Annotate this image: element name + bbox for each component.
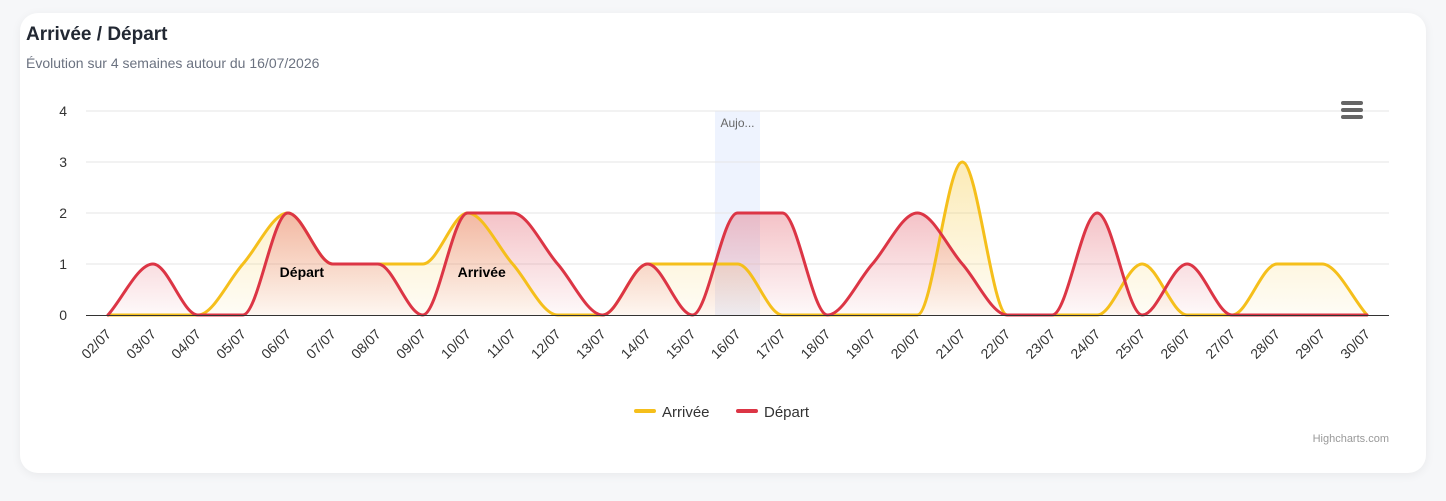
x-tick-label: 10/07 [438,326,474,362]
data-point-arrivee[interactable] [1138,260,1146,268]
data-point-arrivee[interactable] [958,158,966,166]
x-tick-label: 28/07 [1247,326,1283,362]
x-tick-label: 12/07 [528,326,564,362]
data-point-arrivee[interactable] [419,260,427,268]
data-point-depart[interactable] [1183,260,1191,268]
data-point-depart[interactable] [329,260,337,268]
y-tick-label: 3 [59,154,67,170]
x-tick-label: 18/07 [797,326,833,362]
annotation-label: Départ [280,264,325,280]
legend-label: Départ [764,404,810,421]
x-tick-label: 25/07 [1112,326,1148,362]
legend-item-depart[interactable]: Départ [736,404,810,421]
annotation-label: Arrivée [458,264,506,280]
data-point-depart[interactable] [464,209,472,217]
legend-item-arrivee[interactable]: Arrivée [634,404,710,421]
x-tick-label: 07/07 [303,326,339,362]
x-tick-label: 19/07 [842,326,878,362]
x-tick-label: 02/07 [78,326,114,362]
x-tick-label: 27/07 [1202,326,1238,362]
x-tick-label: 26/07 [1157,326,1193,362]
data-point-arrivee[interactable] [689,260,697,268]
x-tick-label: 24/07 [1067,326,1103,362]
x-tick-label: 03/07 [123,326,159,362]
x-tick-label: 04/07 [168,326,204,362]
data-point-depart[interactable] [778,209,786,217]
chart-title: Arrivée / Départ [26,24,168,45]
data-point-arrivee[interactable] [734,260,742,268]
data-point-arrivee[interactable] [1273,260,1281,268]
data-point-arrivee[interactable] [509,260,517,268]
chart-subtitle: Évolution sur 4 semaines autour du 16/07… [26,55,320,71]
x-tick-label: 13/07 [573,326,609,362]
x-tick-label: 15/07 [663,326,699,362]
data-point-arrivee[interactable] [1318,260,1326,268]
data-point-depart[interactable] [644,260,652,268]
x-tick-label: 22/07 [977,326,1013,362]
data-point-depart[interactable] [374,260,382,268]
data-point-arrivee[interactable] [239,260,247,268]
x-tick-label: 23/07 [1022,326,1058,362]
x-tick-label: 21/07 [932,326,968,362]
x-tick-label: 09/07 [393,326,429,362]
data-point-depart[interactable] [509,209,517,217]
x-tick-label: 06/07 [258,326,294,362]
x-tick-label: 17/07 [752,326,788,362]
x-tick-label: 30/07 [1337,326,1373,362]
y-tick-label: 1 [59,256,67,272]
x-tick-label: 11/07 [483,326,519,362]
hamburger-menu-icon[interactable] [1336,98,1368,124]
y-tick-label: 0 [59,307,67,323]
x-tick-label: 16/07 [708,326,744,362]
legend-label: Arrivée [662,404,710,421]
x-tick-label: 14/07 [618,326,654,362]
x-tick-label: 08/07 [348,326,384,362]
data-point-depart[interactable] [149,260,157,268]
data-point-depart[interactable] [734,209,742,217]
today-plotband-label: Aujo... [720,116,754,130]
data-point-depart[interactable] [913,209,921,217]
data-point-depart[interactable] [868,260,876,268]
data-point-depart[interactable] [284,209,292,217]
x-tick-label: 05/07 [213,326,249,362]
series-line-depart[interactable] [106,211,1369,317]
data-point-depart[interactable] [554,260,562,268]
series-area-arrivee [108,162,1367,315]
x-tick-label: 20/07 [887,326,923,362]
data-point-depart[interactable] [1093,209,1101,217]
x-tick-label: 29/07 [1292,326,1328,362]
y-tick-label: 2 [59,205,67,221]
credits-label[interactable]: Highcharts.com [1313,433,1389,445]
data-point-depart[interactable] [958,260,966,268]
y-tick-label: 4 [59,103,67,119]
